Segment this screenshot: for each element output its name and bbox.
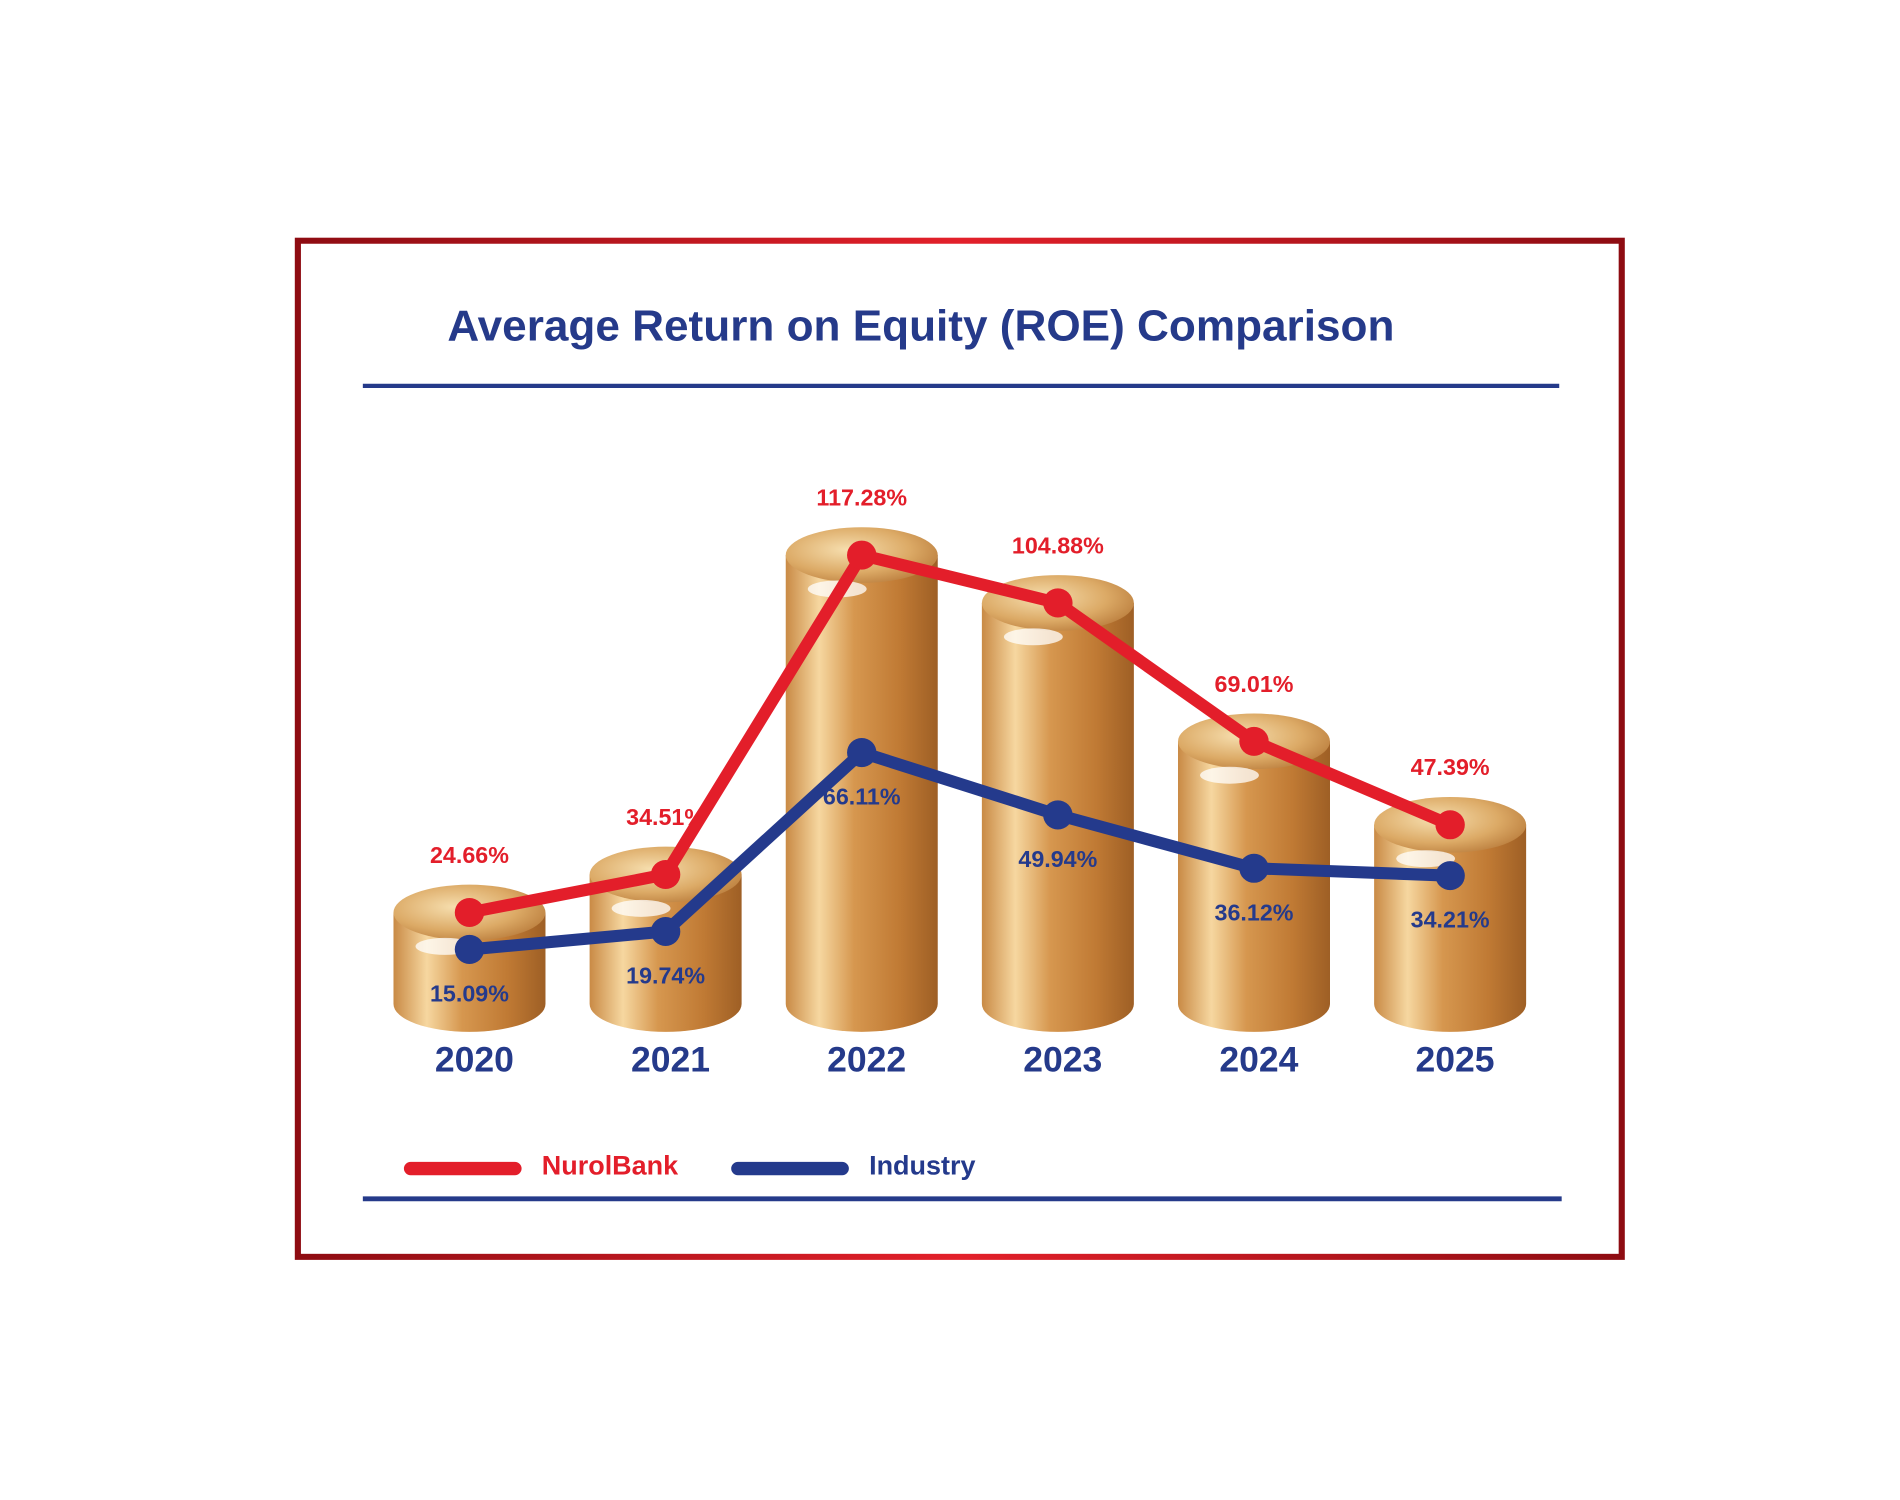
- value-label: 66.11%: [823, 784, 901, 810]
- point: [1043, 588, 1073, 618]
- point: [454, 897, 485, 928]
- x-tick-label: 2025: [1416, 1041, 1495, 1080]
- value-label: 34.21%: [1411, 907, 1490, 933]
- point: [1239, 726, 1269, 756]
- point: [847, 738, 877, 768]
- cylinder-highlight: [1396, 850, 1456, 868]
- point: [1043, 800, 1073, 830]
- cylinder-highlight: [611, 899, 671, 917]
- value-label: 24.66%: [430, 842, 509, 868]
- frame: [294, 237, 1625, 1260]
- cylinder-highlight: [1003, 628, 1063, 646]
- x-tick-label: 2020: [435, 1041, 514, 1080]
- point: [650, 916, 681, 947]
- point: [1239, 853, 1269, 883]
- value-label: 19.74%: [626, 963, 705, 989]
- value-label: 117.28%: [816, 485, 907, 511]
- value-label: 104.88%: [1012, 533, 1104, 559]
- cylinder: [1178, 741, 1330, 1032]
- lines: [454, 540, 1465, 964]
- x-tick-label: 2022: [827, 1041, 906, 1080]
- value-label: 49.94%: [1018, 846, 1097, 872]
- series-line: [468, 549, 1453, 919]
- point: [454, 934, 485, 964]
- x-tick-label: 2023: [1023, 1041, 1102, 1080]
- point: [847, 540, 877, 570]
- cylinder: [785, 555, 938, 1032]
- cylinder-highlight: [1200, 766, 1259, 784]
- value-label: 36.12%: [1215, 899, 1294, 925]
- legend: NurolBank Industry: [403, 1151, 976, 1181]
- legend-label: NurolBank: [542, 1151, 678, 1181]
- point: [650, 859, 681, 890]
- value-label: 15.09%: [430, 981, 509, 1007]
- labels: 24.66% 34.51% 117.28% 104.88% 69.01% 47.39% 15…: [430, 485, 1495, 1080]
- value-label: 47.39%: [1411, 754, 1490, 780]
- x-tick-label: 2021: [631, 1041, 710, 1080]
- legend-label: Industry: [869, 1151, 975, 1181]
- chart-title: Average Return on Equity (ROE) Compariso…: [447, 302, 1394, 351]
- point: [1435, 861, 1465, 891]
- x-tick-label: 2024: [1219, 1041, 1298, 1080]
- value-label: 34.51%: [626, 804, 705, 830]
- point: [1435, 810, 1465, 840]
- series-line: [468, 746, 1451, 956]
- value-label: 69.01%: [1215, 671, 1294, 697]
